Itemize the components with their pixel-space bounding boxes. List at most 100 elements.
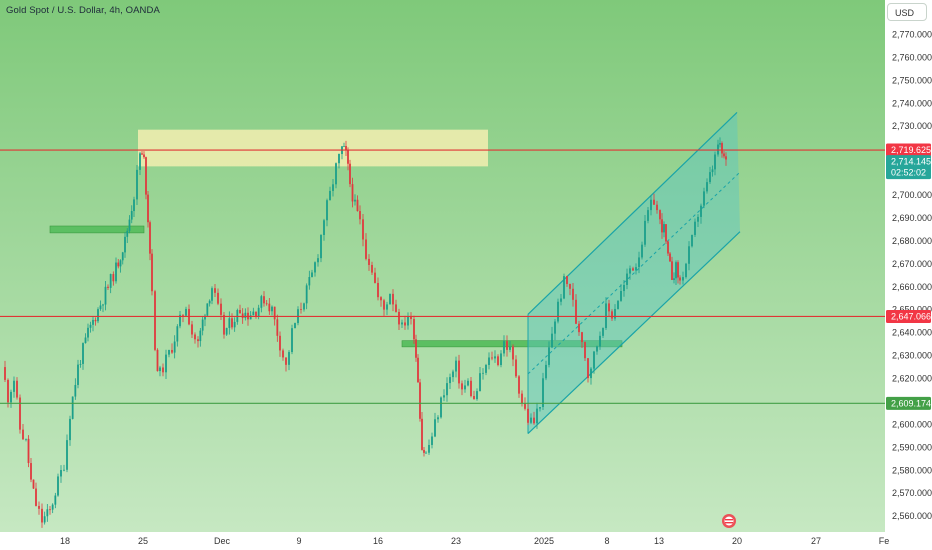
candle-body bbox=[214, 288, 216, 293]
candle-body bbox=[461, 383, 463, 390]
time-tick-label: 27 bbox=[811, 536, 821, 546]
candle-body bbox=[347, 149, 349, 164]
candle-body bbox=[417, 357, 419, 383]
candle-body bbox=[563, 276, 565, 299]
channel-lower-line[interactable] bbox=[527, 231, 741, 435]
candle-body bbox=[162, 367, 164, 373]
candle-body bbox=[171, 349, 173, 353]
candle-body bbox=[554, 321, 556, 334]
candle-body bbox=[343, 146, 345, 147]
candle-body bbox=[109, 274, 112, 288]
candle-body bbox=[282, 350, 284, 358]
candle-body bbox=[572, 288, 574, 300]
time-tick-label: 18 bbox=[60, 536, 70, 546]
candle-body bbox=[74, 384, 77, 397]
candle-body bbox=[506, 341, 508, 350]
candle-body bbox=[35, 488, 37, 506]
candle-body bbox=[291, 328, 293, 353]
candle-body bbox=[413, 319, 415, 340]
candle-body bbox=[521, 393, 523, 404]
candle-body bbox=[437, 417, 439, 420]
candle-body bbox=[206, 303, 209, 316]
candle-body bbox=[663, 224, 665, 233]
candle-body bbox=[82, 343, 84, 364]
candle-body bbox=[623, 284, 625, 292]
candle-body bbox=[512, 346, 514, 360]
candle-body bbox=[66, 440, 68, 470]
candle-body bbox=[575, 299, 577, 324]
resistance-zone-box[interactable] bbox=[138, 129, 488, 167]
price-tick-label: 2,570.000 bbox=[892, 488, 932, 498]
candle-body bbox=[539, 407, 541, 409]
candle-body bbox=[356, 199, 359, 212]
candle-body bbox=[608, 303, 610, 312]
candle-body bbox=[25, 438, 27, 440]
price-tag-label: 2,647.066 bbox=[891, 311, 931, 321]
candle-body bbox=[685, 263, 687, 278]
candle-body bbox=[276, 319, 279, 336]
candle-body bbox=[723, 153, 725, 157]
candle-body bbox=[7, 379, 9, 403]
candle-body bbox=[653, 199, 655, 205]
price-tick-label: 2,760.000 bbox=[892, 52, 932, 62]
currency-button[interactable]: USD bbox=[887, 3, 927, 21]
candle-body bbox=[233, 321, 236, 328]
candle-body bbox=[395, 304, 397, 312]
chart-title: Gold Spot / U.S. Dollar, 4h, OANDA bbox=[6, 5, 160, 16]
candle-body bbox=[199, 330, 202, 342]
candle-body bbox=[10, 391, 12, 403]
candle-body bbox=[288, 352, 290, 365]
candle-body bbox=[241, 313, 244, 319]
time-tick-label: Fe bbox=[879, 536, 890, 546]
candle-body bbox=[415, 339, 417, 358]
candle-body bbox=[359, 211, 361, 220]
candle-body bbox=[87, 327, 89, 338]
candle-body bbox=[392, 293, 394, 305]
demand-zone-box[interactable] bbox=[49, 225, 145, 234]
candle-body bbox=[423, 449, 425, 453]
price-tag bbox=[886, 396, 931, 410]
candle-body bbox=[449, 377, 451, 384]
candle-body bbox=[473, 396, 475, 400]
channel-upper-line[interactable] bbox=[527, 112, 738, 315]
candle-body bbox=[201, 319, 204, 331]
candle-body bbox=[446, 383, 448, 396]
candle-body bbox=[682, 277, 684, 281]
candle-body bbox=[706, 182, 708, 192]
candle-body bbox=[260, 296, 263, 308]
candle-body bbox=[602, 328, 604, 336]
candle-body bbox=[467, 380, 469, 386]
price-tick-label: 2,680.000 bbox=[892, 236, 932, 246]
candle-body bbox=[488, 357, 490, 365]
channel-median-line[interactable] bbox=[527, 171, 741, 375]
candle-body bbox=[410, 316, 412, 320]
time-tick-label: 2025 bbox=[534, 536, 554, 546]
candle-body bbox=[92, 319, 94, 325]
candle-body bbox=[566, 276, 568, 284]
candle-body bbox=[265, 303, 268, 305]
candle-body bbox=[545, 364, 547, 379]
candle-body bbox=[89, 324, 92, 328]
candle-body bbox=[407, 316, 409, 326]
candle-body bbox=[208, 300, 211, 304]
candle-body bbox=[41, 508, 43, 523]
tradingview-logo-icon bbox=[722, 514, 736, 528]
candle-body bbox=[77, 364, 79, 385]
candle-body bbox=[455, 360, 457, 372]
candle-body bbox=[368, 258, 370, 265]
candle-body bbox=[49, 509, 51, 511]
candle-body bbox=[179, 314, 181, 327]
candle-body bbox=[421, 418, 423, 450]
candle-body bbox=[667, 241, 669, 254]
candle-body bbox=[104, 286, 107, 305]
price-tag bbox=[886, 143, 931, 157]
candle-body bbox=[27, 438, 30, 464]
candle-body bbox=[434, 419, 436, 437]
candle-body bbox=[19, 397, 21, 430]
candle-body bbox=[647, 210, 649, 221]
candle-body bbox=[159, 367, 161, 372]
candle-body bbox=[383, 300, 385, 310]
candle-body bbox=[671, 261, 673, 280]
